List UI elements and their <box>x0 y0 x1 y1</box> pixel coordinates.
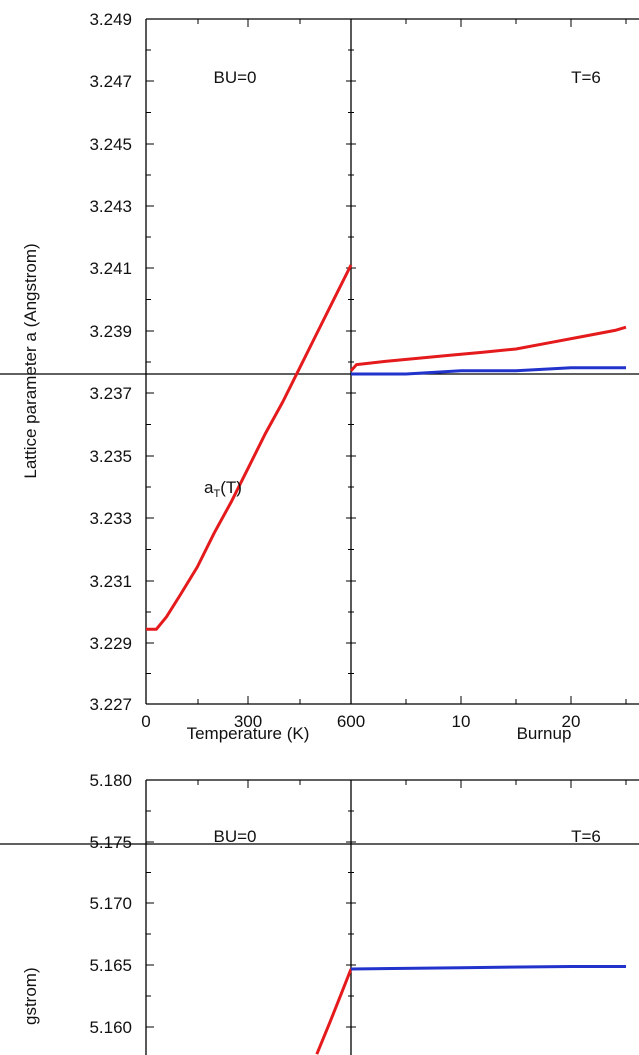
series-line <box>351 366 626 376</box>
y-tick-label: 3.243 <box>89 197 132 216</box>
y-tick-label: 5.170 <box>89 894 132 913</box>
series-line <box>350 965 626 971</box>
y-tick-label: 3.247 <box>89 72 132 91</box>
series-label: aT(T) <box>204 478 242 500</box>
y-tick-label: 3.229 <box>89 634 132 653</box>
y-tick-label: 5.180 <box>89 771 132 790</box>
series-line <box>315 968 353 1055</box>
y-tick-label: 3.235 <box>89 447 132 466</box>
y-tick-label: 3.245 <box>89 135 132 154</box>
y-tick-label: 5.175 <box>89 833 132 852</box>
panel-annotation: BU=0 <box>214 68 257 87</box>
y-tick-label: 5.165 <box>89 956 132 975</box>
x-tick-label: 300 <box>234 712 262 731</box>
y-axis-label: Lattice parameter a (Angstrom) <box>21 243 40 478</box>
series-line <box>349 325 627 372</box>
y-tick-label: 3.249 <box>89 10 132 29</box>
series-line <box>146 264 353 631</box>
y-tick-label: 3.227 <box>89 695 132 714</box>
y-tick-label: 3.233 <box>89 509 132 528</box>
x-tick-label: 0 <box>141 712 150 731</box>
panel-annotation: T=6 <box>571 68 601 87</box>
y-axis-label: gstrom) <box>21 967 40 1025</box>
x-tick-label: 600 <box>337 712 365 731</box>
x-axis-label: Burnup <box>517 724 572 743</box>
x-tick-label: 20 <box>562 712 581 731</box>
y-tick-label: 5.160 <box>89 1018 132 1037</box>
panel-annotation: T=6 <box>571 827 601 846</box>
y-tick-label: 3.239 <box>89 322 132 341</box>
y-tick-label: 3.237 <box>89 384 132 403</box>
y-tick-label: 3.231 <box>89 572 132 591</box>
panel-annotation: BU=0 <box>214 827 257 846</box>
x-tick-label: 10 <box>452 712 471 731</box>
x-axis-label: Temperature (K) <box>187 724 310 743</box>
chart-a-parameter: 3.249 3.247 3.245 3.243 3.241 3.239 3.237 3.235… <box>0 10 639 743</box>
chart-c-parameter: 5.180 5.175 5.170 5.165 5.160 BU=0 T=6 gstrom) <box>0 771 639 1055</box>
y-tick-label: 3.241 <box>89 259 132 278</box>
